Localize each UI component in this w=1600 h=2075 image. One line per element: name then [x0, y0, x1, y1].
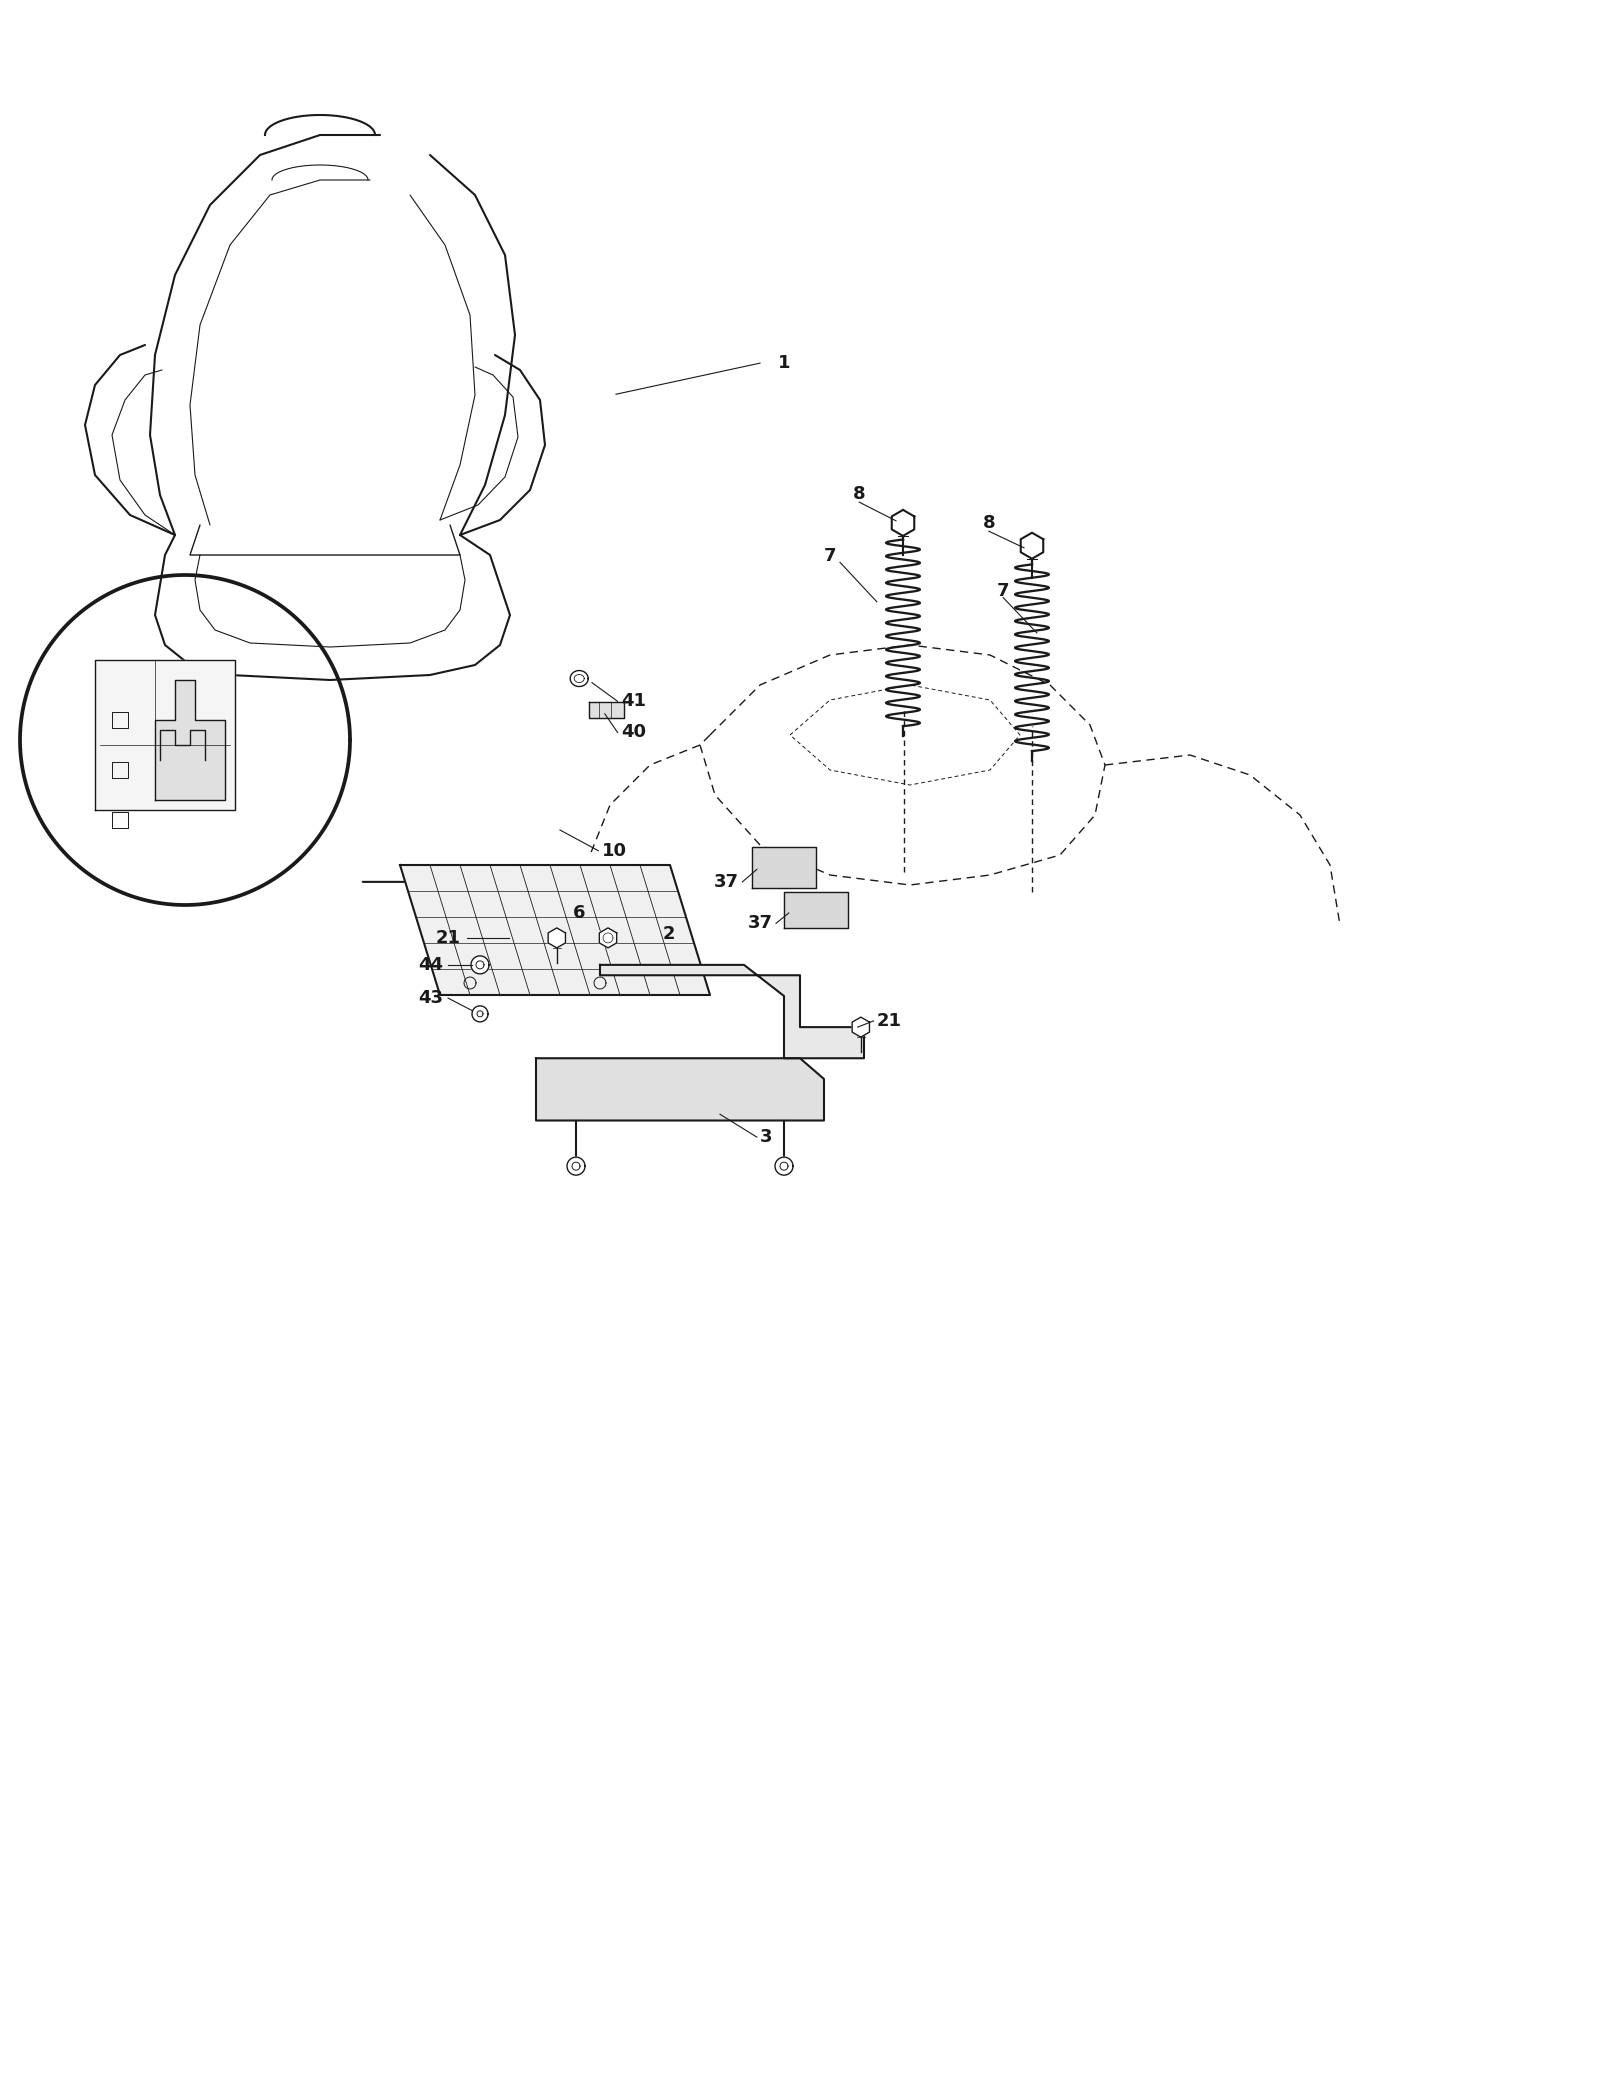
Polygon shape [155, 681, 226, 801]
Polygon shape [536, 1058, 824, 1120]
Polygon shape [589, 701, 624, 718]
Text: 41: 41 [621, 693, 646, 710]
Text: 3: 3 [760, 1129, 773, 1145]
Polygon shape [784, 892, 848, 928]
Text: 37: 37 [714, 874, 739, 890]
Text: 21: 21 [435, 930, 461, 946]
Text: 43: 43 [418, 990, 443, 1006]
Polygon shape [472, 1006, 488, 1021]
Polygon shape [566, 1158, 586, 1174]
Text: 2: 2 [662, 925, 675, 942]
Polygon shape [1021, 533, 1043, 558]
Polygon shape [600, 928, 616, 948]
Polygon shape [470, 957, 490, 973]
Text: 6: 6 [573, 905, 586, 921]
Text: 8: 8 [982, 515, 995, 531]
Text: 8: 8 [853, 486, 866, 502]
Text: 21: 21 [877, 1013, 902, 1029]
Polygon shape [774, 1158, 794, 1174]
Polygon shape [752, 847, 816, 888]
Polygon shape [549, 928, 565, 948]
Polygon shape [94, 660, 235, 809]
Polygon shape [600, 965, 864, 1058]
Polygon shape [853, 1017, 869, 1038]
Polygon shape [891, 510, 914, 535]
Polygon shape [400, 865, 710, 996]
Text: 1: 1 [778, 355, 790, 371]
Text: 10: 10 [602, 842, 627, 859]
Text: 40: 40 [621, 724, 646, 741]
Text: 37: 37 [747, 915, 773, 932]
Text: 7: 7 [997, 583, 1010, 600]
Text: 44: 44 [418, 957, 443, 973]
Text: 7: 7 [824, 548, 837, 564]
